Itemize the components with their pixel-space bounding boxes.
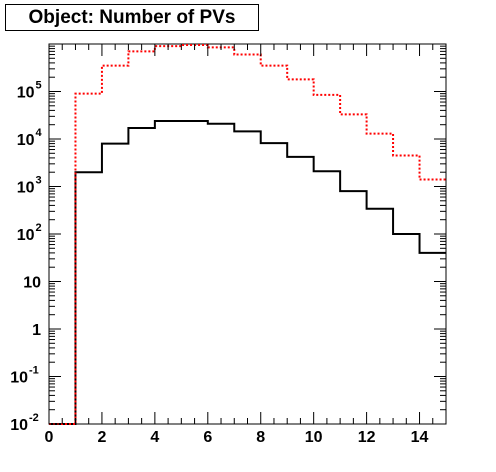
y-tick-label: 10 xyxy=(10,417,28,434)
x-tick-label: 14 xyxy=(411,429,429,446)
histogram-series-1 xyxy=(49,119,446,425)
y-tick-label: 10 xyxy=(17,180,35,197)
y-tick-exponent: 3 xyxy=(36,175,42,187)
chart-title-box: Object: Number of PVs xyxy=(5,4,259,31)
x-tick-label: 0 xyxy=(45,429,54,446)
y-tick-label: 10 xyxy=(17,132,35,149)
y-tick-label: 10 xyxy=(17,227,35,244)
y-tick-label: 1 xyxy=(32,322,41,339)
x-tick-label: 8 xyxy=(256,429,265,446)
x-tick-label: 10 xyxy=(305,429,323,446)
y-tick-exponent: -2 xyxy=(29,412,39,424)
y-tick-exponent: -1 xyxy=(29,365,39,377)
x-tick-label: 2 xyxy=(97,429,106,446)
y-tick-label: 10 xyxy=(10,370,28,387)
y-tick-label: 10 xyxy=(17,85,35,102)
histogram-series-2 xyxy=(49,44,446,425)
y-tick-label: 10 xyxy=(23,275,41,292)
plot-frame xyxy=(48,43,447,425)
y-tick-exponent: 2 xyxy=(36,222,42,234)
x-tick-label: 4 xyxy=(150,429,159,446)
x-tick-label: 12 xyxy=(358,429,376,446)
x-tick-label: 6 xyxy=(203,429,212,446)
y-tick-exponent: 4 xyxy=(36,127,43,139)
chart-title: Object: Number of PVs xyxy=(28,6,236,28)
y-tick-exponent: 5 xyxy=(36,80,42,92)
